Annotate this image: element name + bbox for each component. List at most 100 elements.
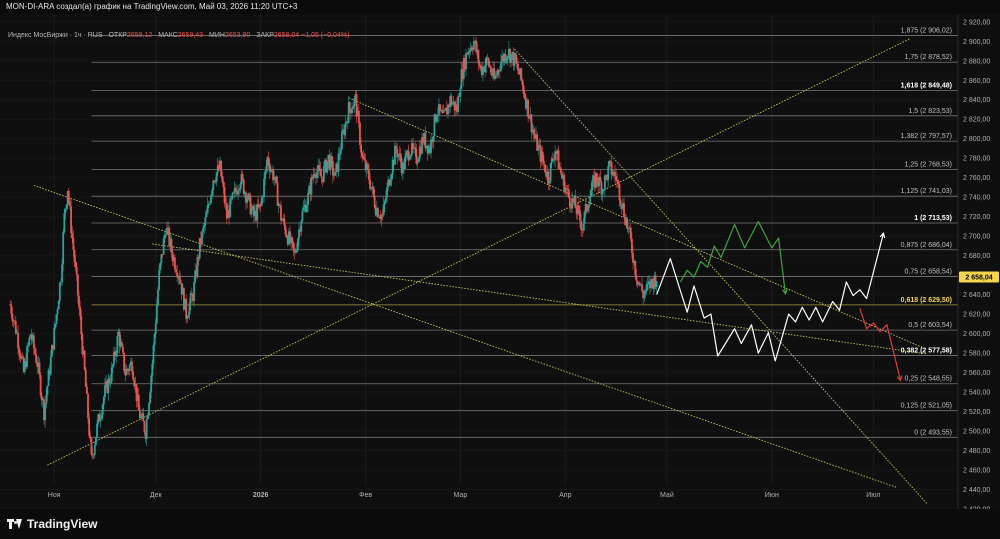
candle-body — [572, 198, 575, 203]
time-axis[interactable]: Ноя Дек 2026 Фев Мар Апр Май Июн Июл — [48, 491, 881, 499]
candle-body — [426, 145, 429, 154]
candle-body — [184, 298, 186, 310]
candle-body — [412, 143, 414, 149]
candle-body — [652, 281, 655, 289]
candle-body — [457, 96, 460, 112]
trendline[interactable] — [348, 97, 925, 349]
candle-body — [29, 334, 32, 338]
candle-body — [401, 162, 404, 174]
tradingview-logo[interactable]: TradingView — [7, 517, 97, 531]
candle-body — [287, 231, 290, 245]
candle-body — [199, 238, 202, 245]
candle-body — [360, 144, 362, 153]
candle-body — [148, 403, 150, 416]
candle-body — [291, 237, 294, 242]
candle-body — [389, 180, 392, 186]
candle-body — [166, 227, 168, 235]
trendline[interactable] — [47, 37, 911, 466]
candle-body — [317, 165, 320, 172]
fib-level-label: 0,618 (2 629,50) — [901, 297, 952, 304]
candle-body — [632, 252, 634, 263]
fib-level-label: 0,125 (2 521,05) — [901, 403, 952, 410]
candle-body — [254, 210, 256, 217]
candle-body — [189, 293, 192, 304]
candle-body — [113, 351, 115, 365]
candle-body — [508, 48, 510, 56]
projection-paths[interactable] — [656, 220, 903, 382]
projection-red[interactable] — [859, 308, 902, 381]
chart-area[interactable]: 1,875 (2 906,02) 1,75 (2 878,52) 1,618 (2 … — [0, 14, 1000, 514]
projection-green[interactable] — [679, 220, 786, 294]
candle-body — [230, 198, 233, 200]
projection-white[interactable] — [656, 233, 885, 362]
trendline[interactable] — [152, 243, 928, 355]
candle-body — [566, 188, 569, 190]
candle-body — [275, 176, 278, 183]
candle-body — [56, 309, 59, 315]
candle-body — [120, 342, 123, 347]
trendline[interactable] — [33, 185, 898, 488]
fib-level-label: 1 (2 713,53) — [914, 215, 952, 222]
candle-body — [618, 183, 621, 201]
candle-body — [49, 356, 52, 375]
candle-body — [609, 160, 612, 163]
candle-body — [107, 378, 110, 393]
y-tick-label: 2 460,00 — [963, 468, 990, 475]
trendline[interactable] — [514, 48, 928, 505]
candle-body — [186, 317, 189, 319]
candle-body — [127, 369, 130, 372]
candle-body — [257, 204, 260, 208]
candle-body — [421, 137, 423, 154]
candle-body — [397, 155, 400, 158]
candle-body — [512, 52, 515, 66]
candle-body — [425, 145, 428, 149]
candle-body — [220, 160, 223, 177]
candle-body — [653, 275, 656, 289]
candle-body — [229, 198, 232, 218]
candle-body — [210, 195, 212, 204]
candle-body — [597, 182, 599, 187]
candle-body — [161, 254, 164, 256]
candle-body — [183, 288, 185, 310]
candle-body — [298, 229, 300, 239]
candle-body — [577, 205, 580, 211]
candle-body — [82, 350, 85, 355]
fib-level-label: 1,618 (2 849,48) — [901, 83, 952, 90]
candle-body — [557, 150, 560, 170]
y-tick-label: 2 920,00 — [963, 19, 990, 26]
y-tick-label: 2 620,00 — [963, 312, 990, 319]
candle-body — [607, 166, 610, 181]
candle-body — [153, 334, 156, 346]
candle-body — [614, 171, 616, 177]
candle-body — [590, 190, 593, 196]
candle-body — [20, 356, 23, 359]
candle-body — [118, 331, 121, 347]
candle-body — [533, 133, 536, 139]
candle-body — [222, 181, 225, 188]
candle-body — [91, 454, 94, 456]
candle-body — [620, 205, 623, 209]
chart-svg[interactable]: 1,875 (2 906,02) 1,75 (2 878,52) 1,618 (2 … — [0, 14, 1000, 514]
candle-body — [519, 68, 522, 75]
candle-body — [625, 219, 628, 225]
candle-body — [583, 211, 586, 224]
candle-body — [124, 370, 127, 376]
candle-body — [338, 153, 341, 155]
trendlines[interactable] — [33, 37, 928, 505]
candle-body — [295, 249, 298, 252]
candle-body — [558, 167, 561, 170]
candle-body — [644, 290, 647, 294]
candle-body — [203, 225, 206, 228]
fib-retracement[interactable]: 1,875 (2 906,02) 1,75 (2 878,52) 1,618 (2 … — [91, 27, 958, 438]
candle-body — [85, 386, 88, 394]
candle-body — [263, 178, 265, 198]
candle-body — [409, 154, 412, 157]
candle-body — [281, 220, 283, 221]
candle-body — [178, 276, 181, 280]
chart-legend: Индекс МосБиржи · 1ч · RUS ОТКР2659,12 М… — [8, 32, 349, 39]
candle-body — [651, 278, 654, 282]
candle-body — [329, 156, 332, 170]
candle-body — [405, 152, 408, 157]
candle-body — [95, 437, 97, 446]
candle-body — [429, 146, 431, 153]
